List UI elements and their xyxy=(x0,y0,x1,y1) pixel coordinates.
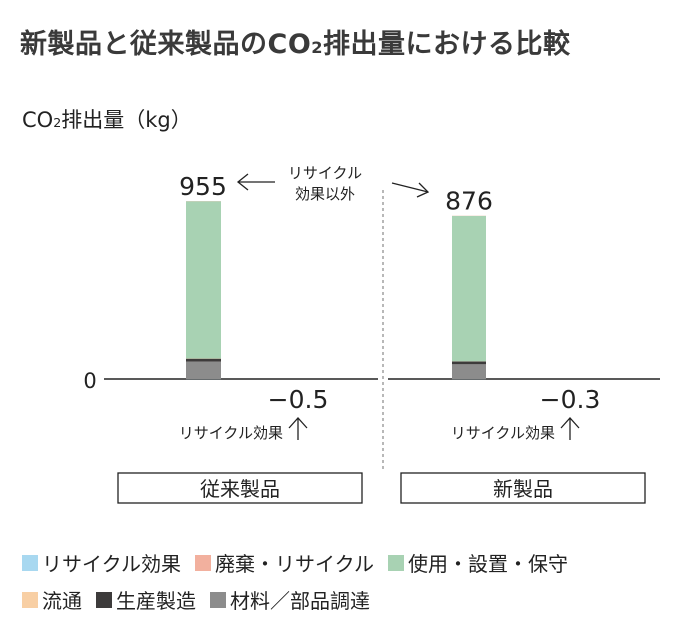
bar-segment-materials-2 xyxy=(452,364,486,379)
unit-text-end: 排出量（kg） xyxy=(61,108,192,132)
legend-label-materials: 材料／部品調達 xyxy=(230,589,370,613)
legend-item-materials: 材料／部品調達 xyxy=(210,585,370,614)
recycle-value-label-1: −0.5 xyxy=(268,385,329,414)
legend-label-distribution: 流通 xyxy=(42,589,82,613)
total-label-2: 876 xyxy=(445,187,493,216)
y-zero-label: 0 xyxy=(83,369,96,393)
legend-swatch-materials xyxy=(210,591,226,608)
recycle-value-label-2: −0.3 xyxy=(540,385,601,414)
category-label-2: 新製品 xyxy=(493,477,553,501)
title-text-start: 新製品と従来製品のCO xyxy=(20,29,312,60)
legend-row-2: 流通 生産製造 材料／部品調達 xyxy=(22,585,672,614)
legend-item-recycle: リサイクル効果 xyxy=(22,548,181,577)
legend-label-disposal: 廃棄・リサイクル xyxy=(215,552,374,576)
unit-text-start: CO xyxy=(22,108,54,132)
bar-segment-materials-1 xyxy=(186,361,221,379)
annotation-top-line-2: 効果以外 xyxy=(295,185,355,203)
unit-subscript: 2 xyxy=(53,115,62,130)
total-label-1: 955 xyxy=(179,172,227,201)
recycle-effect-annotation-2: リサイクル効果 xyxy=(451,424,555,442)
bar-segment-production-2 xyxy=(452,361,486,365)
legend-item-distribution: 流通 xyxy=(22,585,82,614)
legend-label-production: 生産製造 xyxy=(116,589,196,613)
left-arrow-head xyxy=(236,173,249,191)
legend-item-use: 使用・設置・保守 xyxy=(388,548,568,577)
legend-swatch-use xyxy=(388,554,404,571)
title-text-end: 排出量における比較 xyxy=(323,29,571,60)
recycle-effect-annotation-1: リサイクル効果 xyxy=(179,424,283,442)
legend-swatch-distribution xyxy=(22,591,38,608)
bar-segment-use-1 xyxy=(186,201,221,359)
bar-segment-use-2 xyxy=(452,215,486,362)
category-box-1 xyxy=(117,472,363,504)
right-arrow-head xyxy=(416,182,430,198)
annotation-top-line-1: リサイクル xyxy=(288,164,362,182)
legend-label-use: 使用・設置・保守 xyxy=(408,552,568,576)
legend-swatch-disposal xyxy=(195,554,211,571)
chart-plot: 0 955 −0.5 従来製品 リサイクル効果 876 −0.3 新製品 リサイクル効果 リサイク… xyxy=(83,164,660,504)
legend-item-production: 生産製造 xyxy=(96,585,196,614)
legend: リサイクル効果 廃棄・リサイクル 使用・設置・保守流通 生産製造 材料／部品調達 xyxy=(22,548,672,622)
title-subscript: 2 xyxy=(311,38,324,57)
up-arrow-head-2 xyxy=(560,417,580,429)
category-box-2 xyxy=(400,472,646,504)
right-arrow-shaft xyxy=(391,182,429,193)
bar-segment-production-1 xyxy=(186,358,221,362)
chart-title: 新製品と従来製品のCO2排出量における比較 xyxy=(20,22,571,61)
legend-item-disposal: 廃棄・リサイクル xyxy=(195,548,374,577)
legend-label-recycle: リサイクル効果 xyxy=(42,552,181,576)
legend-swatch-recycle xyxy=(22,554,38,571)
up-arrow-head-1 xyxy=(288,417,308,429)
category-label-1: 従来製品 xyxy=(200,477,280,501)
legend-row-1: リサイクル効果 廃棄・リサイクル 使用・設置・保守 xyxy=(22,548,672,577)
y-axis-unit-label: CO2排出量（kg） xyxy=(22,104,192,134)
legend-swatch-production xyxy=(96,591,112,608)
